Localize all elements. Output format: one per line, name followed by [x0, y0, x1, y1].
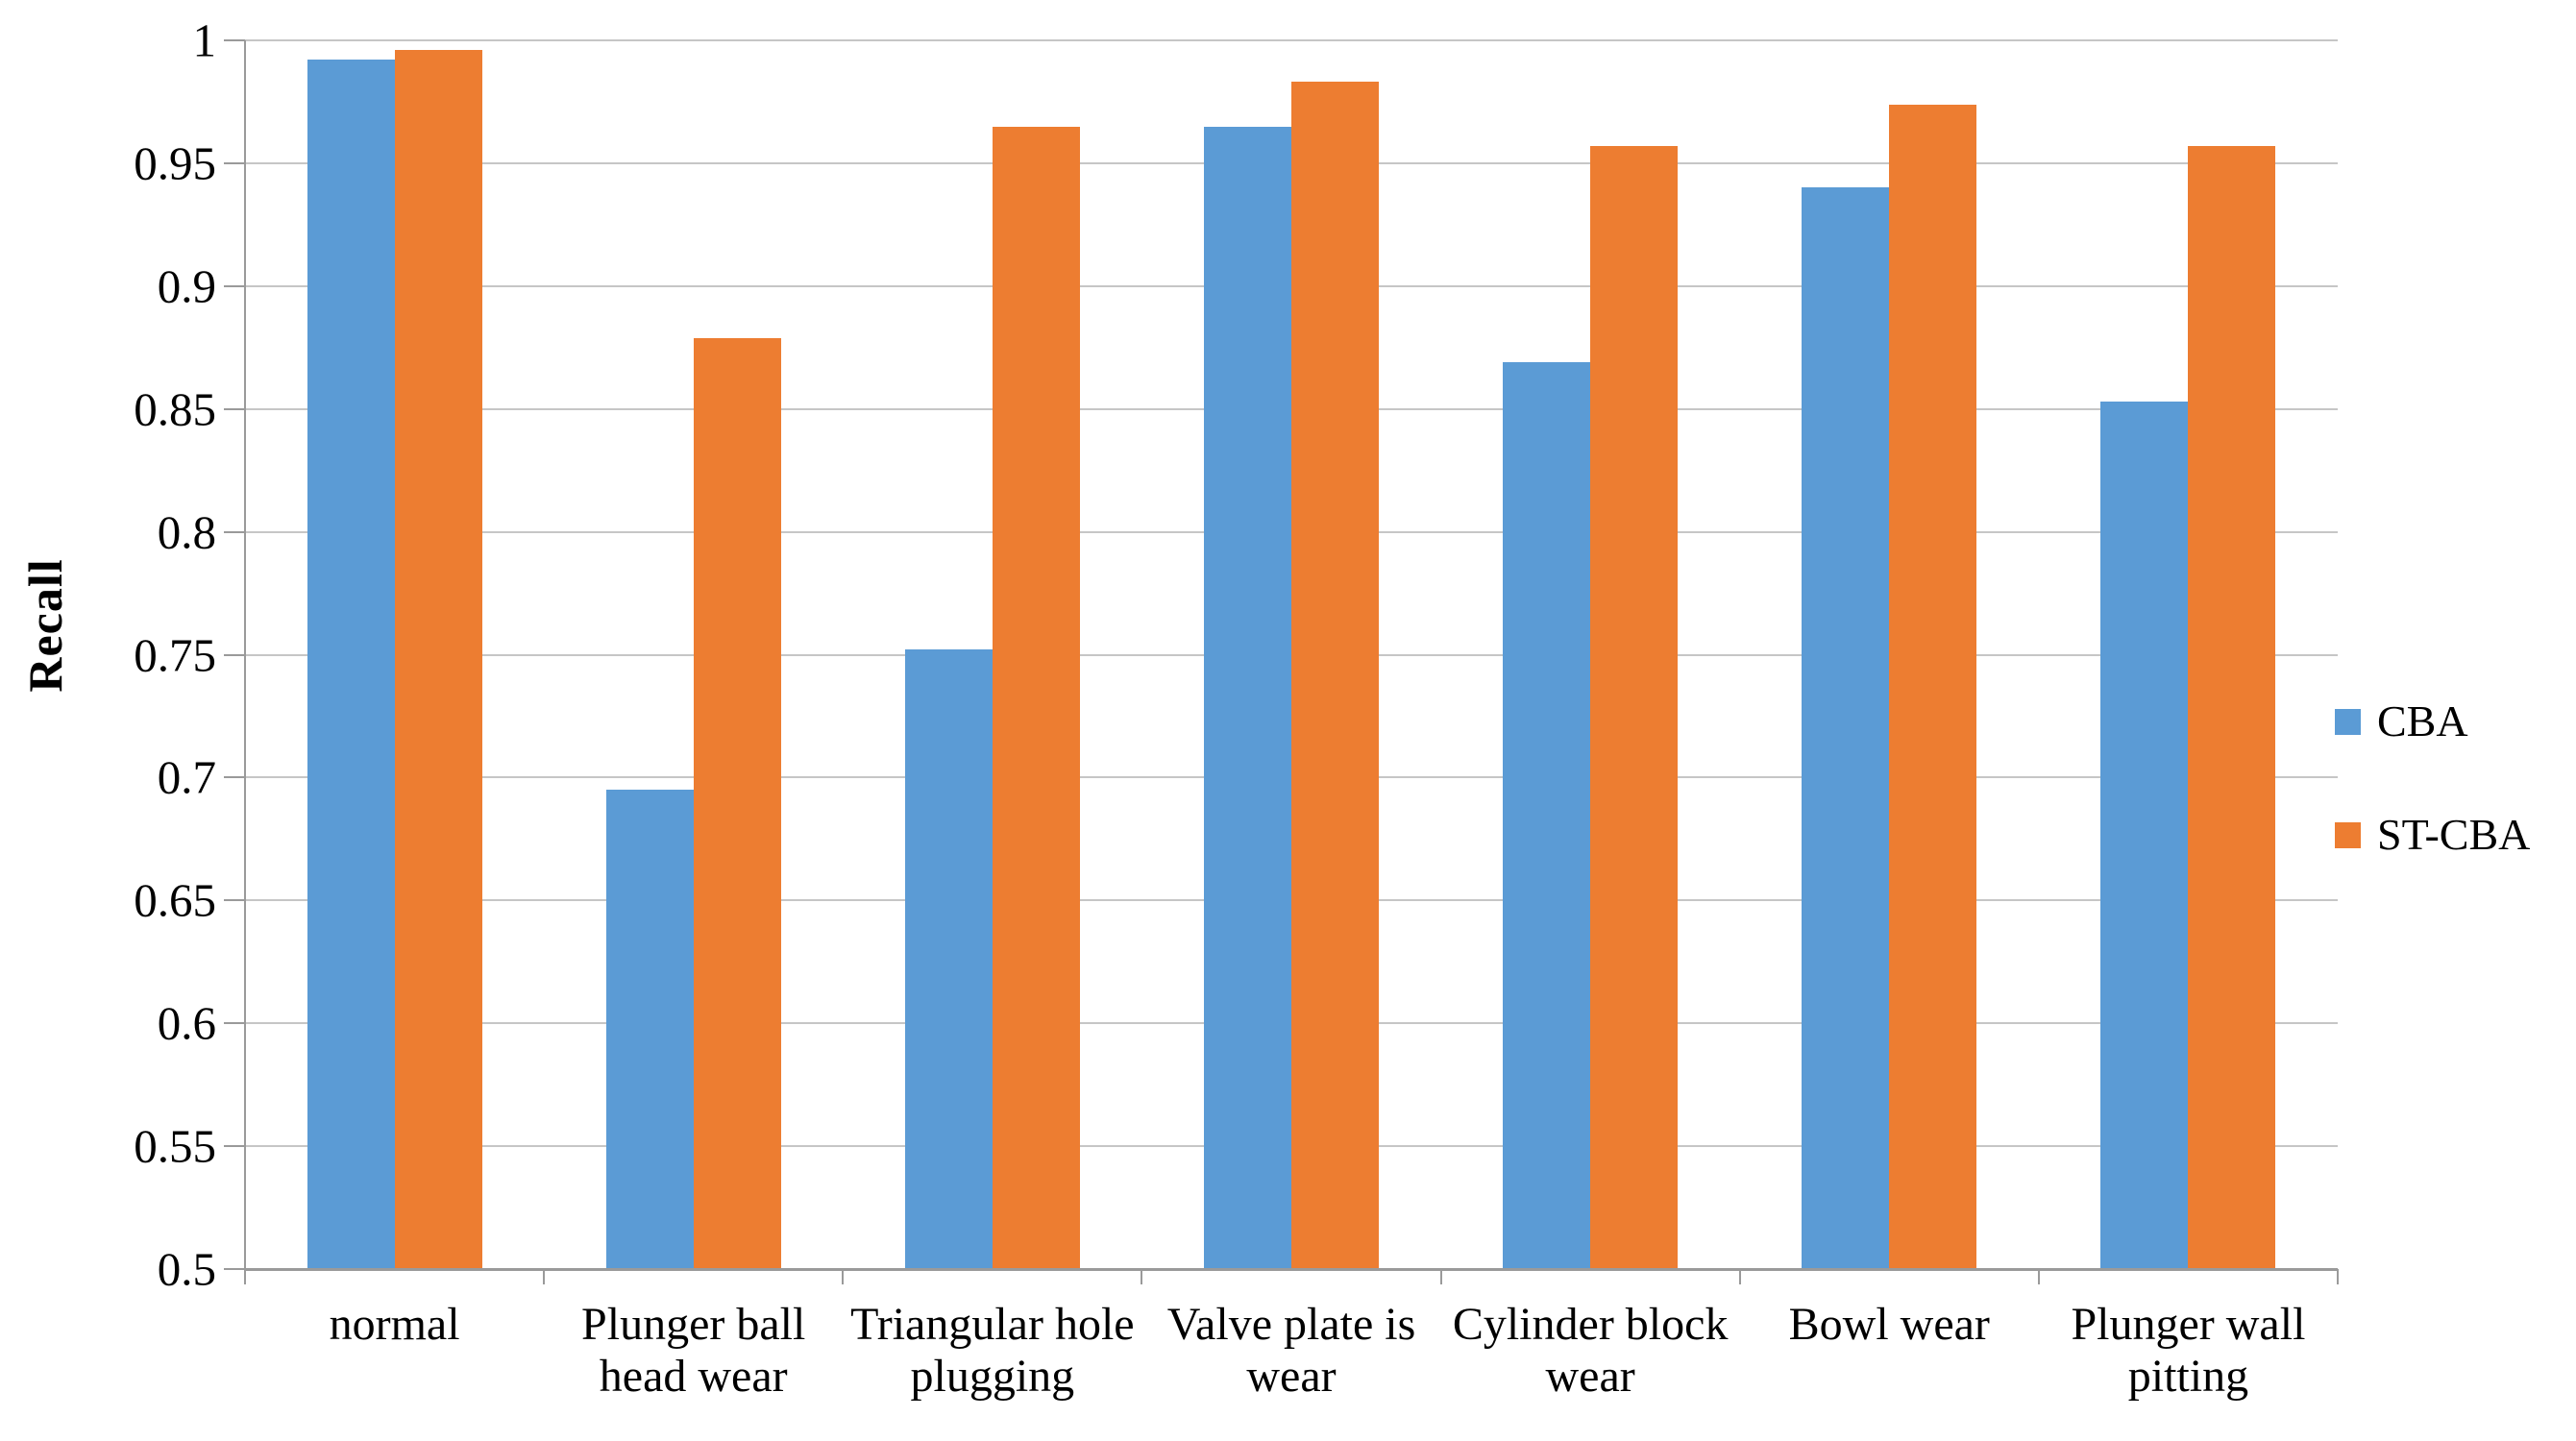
bar-st-cba-2 — [693, 337, 781, 1269]
x-axis-line — [245, 1268, 2338, 1271]
x-tick-mark — [1738, 1269, 1741, 1284]
bar-cba-4 — [1204, 126, 1291, 1269]
x-category-label: Plunger wall pitting — [2071, 1299, 2306, 1402]
y-tick-mark — [224, 1145, 245, 1148]
y-tick-label: 0.6 — [157, 996, 216, 1050]
y-tick-label: 0.65 — [134, 873, 216, 927]
y-tick-label: 0.95 — [134, 136, 216, 190]
y-tick-label: 0.8 — [157, 505, 216, 559]
y-tick-label: 0.75 — [134, 628, 216, 681]
y-gridline — [245, 39, 2338, 41]
bar-cba-7 — [2100, 402, 2189, 1269]
bar-cba-2 — [605, 790, 694, 1269]
x-tick-mark — [244, 1269, 246, 1284]
legend-label: ST-CBA — [2377, 810, 2531, 859]
x-tick-mark — [1439, 1269, 1442, 1284]
y-tick-mark — [224, 161, 245, 164]
x-tick-mark — [2037, 1269, 2040, 1284]
y-tick-label: 1 — [192, 13, 217, 67]
legend-swatch-st-cba — [2335, 821, 2361, 848]
y-tick-label: 0.9 — [157, 259, 216, 313]
legend-item-st-cba: ST-CBA — [2335, 813, 2530, 857]
bar-cba-6 — [1802, 187, 1890, 1269]
x-category-label: Plunger ball head wear — [581, 1299, 806, 1402]
x-category-label: Bowl wear — [1788, 1299, 1990, 1350]
y-tick-mark — [224, 653, 245, 656]
legend-item-cba: CBA — [2335, 699, 2468, 744]
x-tick-mark — [2337, 1269, 2339, 1284]
bar-st-cba-4 — [1291, 82, 1379, 1269]
y-tick-label: 0.55 — [134, 1119, 216, 1173]
x-tick-mark — [842, 1269, 845, 1284]
x-category-label: Cylinder block wear — [1452, 1299, 1729, 1402]
x-tick-mark — [1141, 1269, 1143, 1284]
bar-st-cba-5 — [1590, 145, 1679, 1269]
bar-cba-3 — [904, 649, 993, 1269]
bar-st-cba-3 — [992, 126, 1080, 1269]
y-tick-mark — [224, 1268, 245, 1270]
y-axis-line — [244, 40, 246, 1269]
x-tick-mark — [543, 1269, 546, 1284]
y-tick-label: 0.7 — [157, 750, 216, 804]
y-tick-label: 0.85 — [134, 382, 216, 436]
legend-label: CBA — [2377, 696, 2468, 745]
bar-cba-1 — [307, 60, 395, 1269]
bar-st-cba-7 — [2188, 145, 2276, 1269]
y-tick-mark — [224, 776, 245, 779]
bar-st-cba-1 — [394, 50, 482, 1269]
bar-st-cba-6 — [1889, 104, 1977, 1269]
x-category-label: normal — [329, 1299, 460, 1350]
y-tick-label: 0.5 — [157, 1242, 216, 1296]
bar-cba-5 — [1503, 362, 1591, 1269]
y-tick-mark — [224, 284, 245, 287]
y-tick-mark — [224, 1022, 245, 1025]
x-category-label: Valve plate is wear — [1166, 1299, 1416, 1402]
y-tick-mark — [224, 530, 245, 533]
y-tick-mark — [224, 39, 245, 41]
y-tick-mark — [224, 899, 245, 902]
x-category-label: Triangular hole plugging — [850, 1299, 1135, 1402]
y-tick-mark — [224, 407, 245, 410]
legend-swatch-cba — [2335, 708, 2361, 735]
